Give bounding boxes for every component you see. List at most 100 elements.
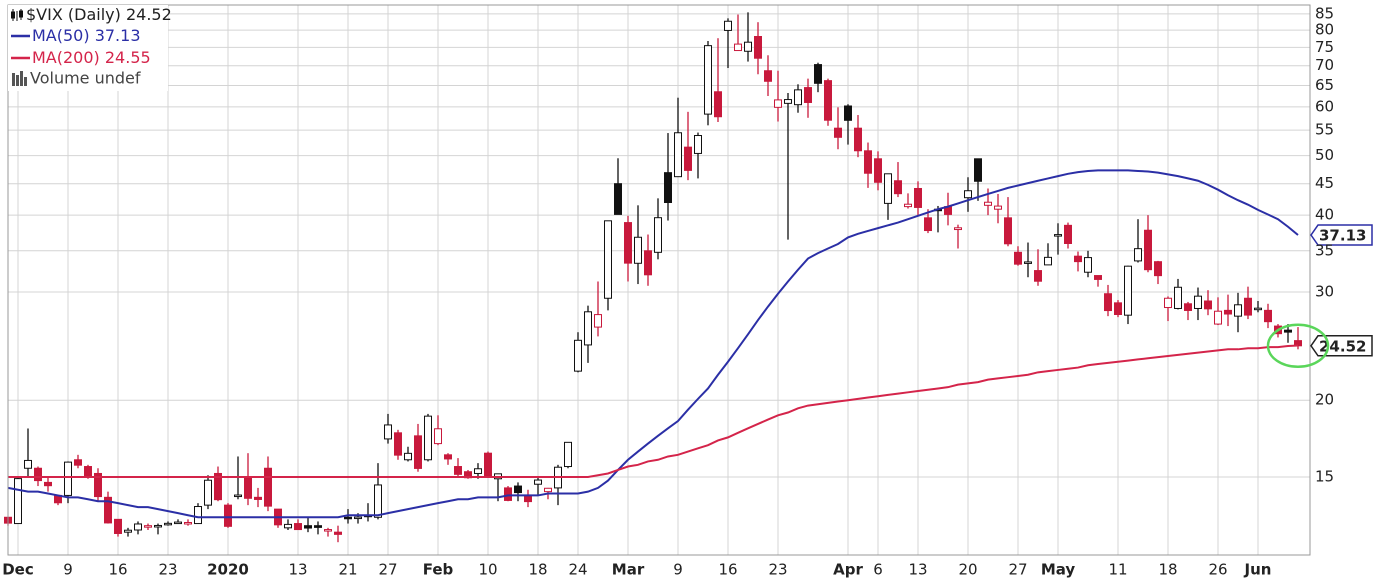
x-tick-label: 20 xyxy=(958,561,977,579)
candle-body xyxy=(164,522,172,526)
y-tick-label: 20 xyxy=(1315,391,1334,409)
candle-body xyxy=(304,525,312,529)
x-tick-label: 26 xyxy=(1208,561,1227,579)
candle-body xyxy=(884,173,892,204)
x-tick-label: 13 xyxy=(288,561,307,579)
y-tick-label: 80 xyxy=(1315,21,1334,39)
x-tick-label: 9 xyxy=(63,561,73,579)
candle-body xyxy=(324,529,332,532)
candle-body xyxy=(1014,251,1022,265)
x-tick-label: 27 xyxy=(378,561,397,579)
candle-body xyxy=(1004,217,1012,245)
candle-body xyxy=(154,524,162,528)
candle-body xyxy=(454,466,462,475)
candle-body xyxy=(14,478,22,525)
candle-body xyxy=(94,472,102,498)
value-tags: 37.13 24.52 xyxy=(1266,224,1373,369)
candle-body xyxy=(74,459,82,466)
legend-ma50: MA(50) 37.13 xyxy=(32,26,141,45)
candle-body xyxy=(204,479,212,506)
candle-body xyxy=(314,525,322,528)
ma50-tag-box xyxy=(1310,224,1373,246)
candle-body xyxy=(384,424,392,440)
candle-body xyxy=(514,485,522,494)
candle-body xyxy=(24,459,32,469)
legend-volume: Volume undef xyxy=(30,69,141,88)
candle-body xyxy=(1064,224,1072,244)
ma200-last: 24.55 xyxy=(105,48,151,67)
candle-body xyxy=(264,467,272,507)
candle-body xyxy=(714,91,722,118)
candle-body xyxy=(594,314,602,328)
candle-body xyxy=(994,205,1002,210)
y-tick-label: 55 xyxy=(1315,121,1334,139)
y-tick-label: 35 xyxy=(1315,241,1334,259)
x-tick-label: Jun xyxy=(1244,561,1272,579)
candle-body xyxy=(1174,286,1182,309)
candle-body xyxy=(444,454,452,460)
candle-body xyxy=(874,158,882,183)
candle-body xyxy=(794,89,802,106)
candle-body xyxy=(1024,261,1032,264)
candle-body xyxy=(194,506,202,525)
candle-body xyxy=(1214,310,1222,325)
x-tick-label: 16 xyxy=(108,561,127,579)
x-tick-label: 6 xyxy=(873,561,883,579)
y-tick-label: 15 xyxy=(1315,468,1334,486)
candle-body xyxy=(424,415,432,461)
candle-body xyxy=(134,523,142,531)
candle-body xyxy=(1154,261,1162,277)
candle-body xyxy=(1094,275,1102,280)
candle-body xyxy=(904,203,912,208)
candle-body xyxy=(144,525,152,528)
candle-body xyxy=(924,217,932,232)
candle-body xyxy=(724,20,732,31)
candle-body xyxy=(824,80,832,121)
x-tick-label: 9 xyxy=(673,561,683,579)
candle-body xyxy=(344,516,352,520)
y-tick-label: 40 xyxy=(1315,206,1334,224)
legend-ma200: MA(200) 24.55 xyxy=(32,48,151,67)
candle-body xyxy=(564,441,572,468)
y-tick-label: 70 xyxy=(1315,56,1334,74)
candle-body xyxy=(1074,255,1082,263)
x-tick-label: 2020 xyxy=(207,561,249,579)
candle-body xyxy=(604,220,612,299)
candle-body xyxy=(254,496,262,500)
x-tick-label: 27 xyxy=(1008,561,1027,579)
candle-body xyxy=(114,518,122,534)
grid xyxy=(8,5,1310,555)
candle-body xyxy=(294,523,302,531)
candle-body xyxy=(984,201,992,206)
candle-body xyxy=(644,250,652,276)
candle-body xyxy=(394,432,402,456)
highlight-circle xyxy=(1266,323,1330,369)
candle-body xyxy=(1114,302,1122,316)
x-tick-label: 23 xyxy=(158,561,177,579)
ma200-name: MA(200) xyxy=(32,48,100,67)
candle-body xyxy=(1234,304,1242,317)
candle-body xyxy=(544,487,552,493)
candle-body xyxy=(474,468,482,474)
candle-body xyxy=(734,43,742,52)
candle-body xyxy=(1044,256,1052,266)
candle-body xyxy=(354,516,362,520)
x-tick-label: 21 xyxy=(338,561,357,579)
x-tick-label: Feb xyxy=(423,561,454,579)
candle-body xyxy=(244,476,252,499)
candle-body xyxy=(1164,297,1172,309)
candle-body xyxy=(104,496,112,524)
candle-body xyxy=(1284,329,1292,333)
x-tick-label: 24 xyxy=(568,561,587,579)
x-tick-label: 16 xyxy=(718,561,737,579)
candle-body xyxy=(1084,257,1092,273)
x-tick-label: Mar xyxy=(612,561,645,579)
candle-body xyxy=(1204,300,1212,310)
candle-icon xyxy=(11,9,23,21)
x-tick-label: Apr xyxy=(833,561,863,579)
candle-body xyxy=(634,236,642,264)
candle-body xyxy=(964,190,972,199)
candle-body xyxy=(674,132,682,178)
candle-body xyxy=(784,99,792,104)
candle-body xyxy=(1184,303,1192,311)
